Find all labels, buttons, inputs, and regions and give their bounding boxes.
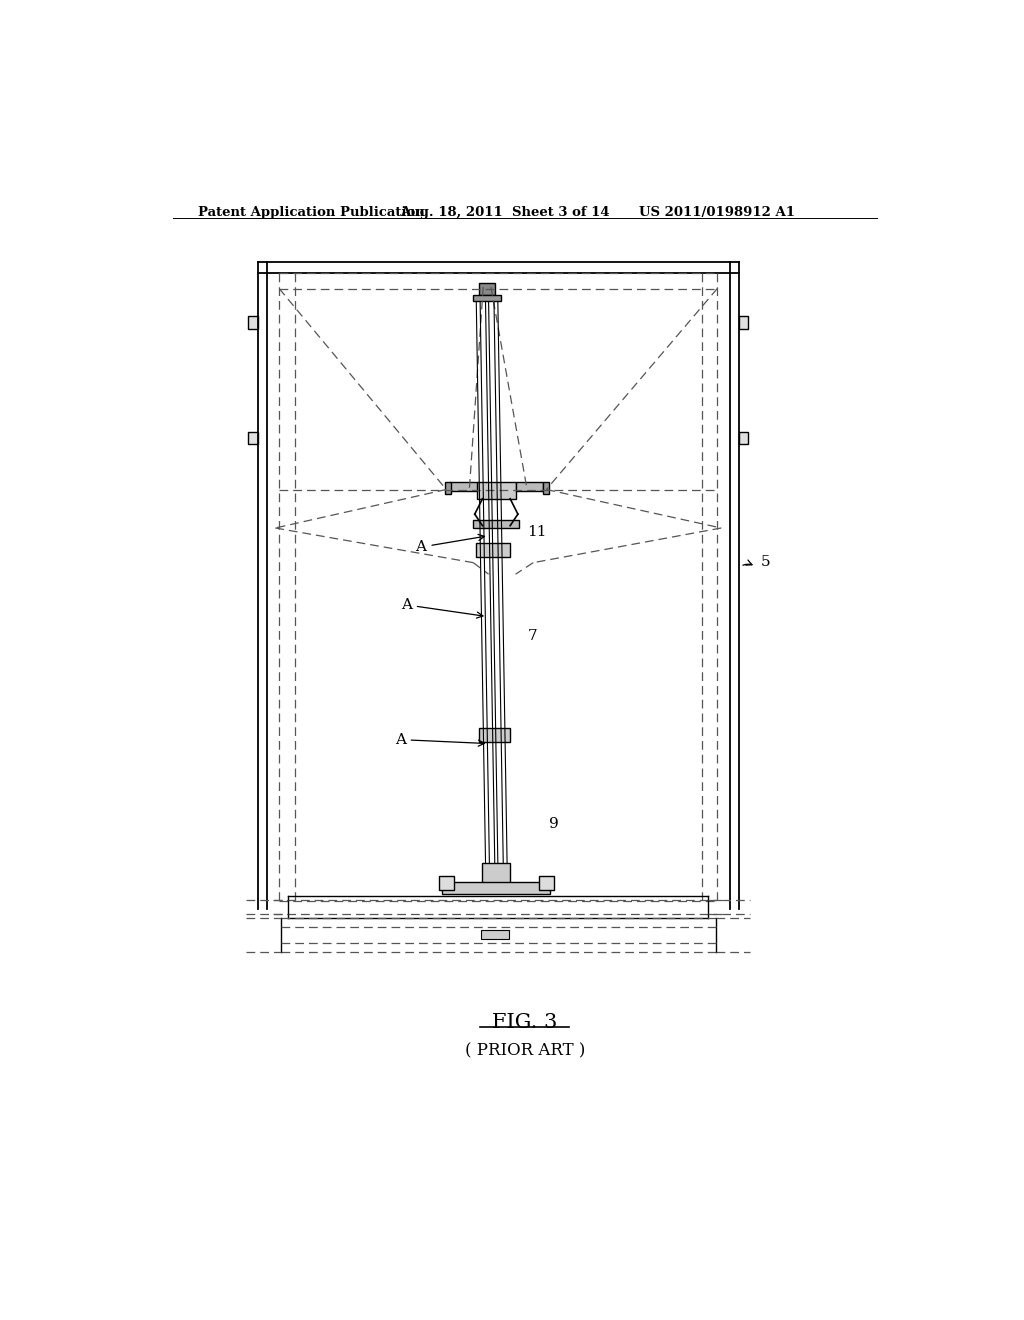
Bar: [477, 482, 515, 499]
Text: A: A: [416, 535, 484, 554]
Bar: [479, 284, 495, 294]
Bar: [473, 294, 501, 301]
Text: 7: 7: [528, 628, 538, 643]
Bar: [438, 876, 454, 890]
Text: 11: 11: [527, 525, 547, 539]
Bar: [444, 482, 451, 494]
Bar: [543, 482, 549, 494]
Bar: [739, 432, 749, 444]
Bar: [739, 317, 749, 329]
Text: A: A: [394, 733, 484, 747]
Text: Aug. 18, 2011  Sheet 3 of 14: Aug. 18, 2011 Sheet 3 of 14: [400, 206, 609, 219]
Bar: [476, 544, 510, 557]
Text: US 2011/0198912 A1: US 2011/0198912 A1: [639, 206, 795, 219]
Text: Patent Application Publication: Patent Application Publication: [199, 206, 425, 219]
Bar: [515, 482, 543, 491]
Text: 9: 9: [549, 817, 558, 832]
Bar: [451, 482, 477, 491]
Bar: [539, 876, 554, 890]
Text: ( PRIOR ART ): ( PRIOR ART ): [465, 1043, 585, 1060]
Bar: [481, 929, 509, 940]
Text: A: A: [400, 598, 483, 618]
Bar: [249, 432, 258, 444]
Bar: [442, 882, 550, 894]
Text: 5: 5: [761, 556, 770, 569]
Bar: [479, 729, 510, 742]
Text: FIG. 3: FIG. 3: [493, 1014, 557, 1032]
Bar: [473, 520, 519, 528]
Bar: [249, 317, 258, 329]
Bar: [482, 863, 510, 886]
